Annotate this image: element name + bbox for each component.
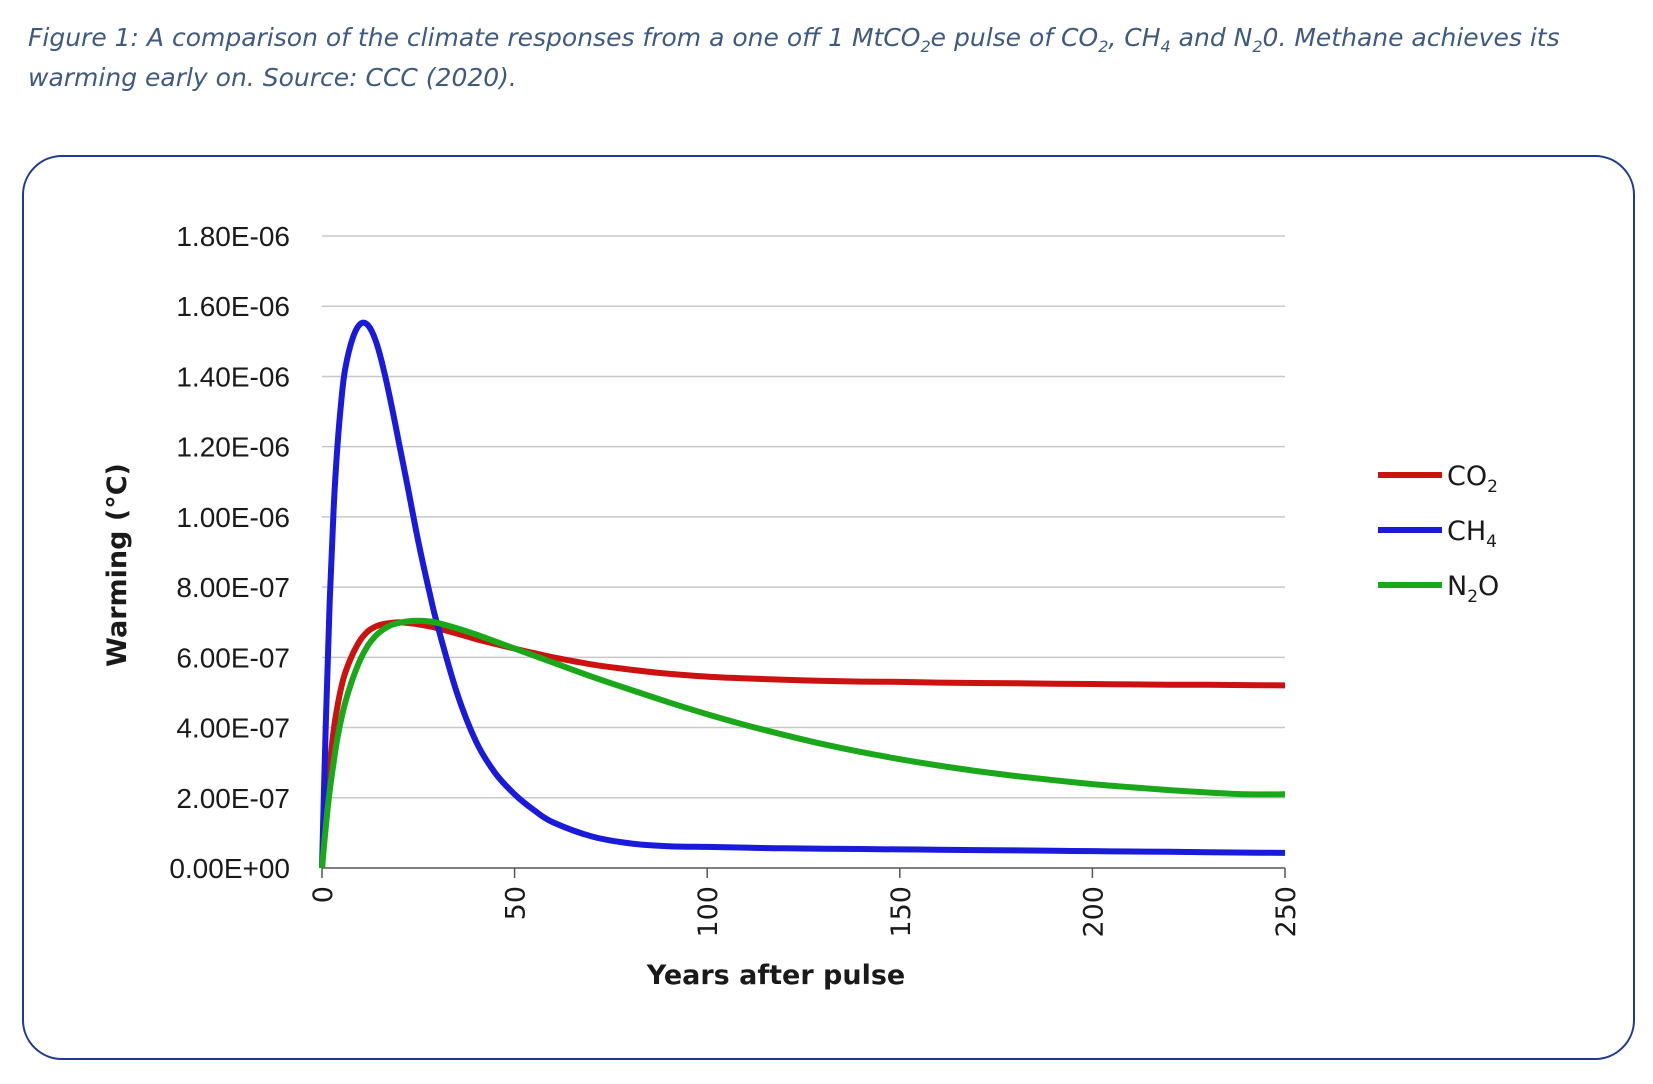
legend-item-ch4: CH4 <box>1378 516 1497 552</box>
figure-caption: Figure 1: A comparison of the climate re… <box>28 18 1628 98</box>
y-tick-label: 2.00E-07 <box>176 783 290 814</box>
legend-item-co2: CO2 <box>1378 461 1498 497</box>
gridlines <box>322 235 1285 799</box>
x-tick-label: 100 <box>693 886 724 938</box>
series-n2o-line <box>319 617 1286 869</box>
y-tick-label: 1.20E-06 <box>176 432 290 463</box>
series-co2-line <box>319 619 1286 869</box>
legend-item-n2o: N2O <box>1378 571 1499 607</box>
y-tick-label: 1.40E-06 <box>176 361 290 392</box>
x-tick-label: 50 <box>501 886 532 920</box>
y-tick-label: 0.00E+00 <box>169 853 290 884</box>
x-axis: 0 50 100 150 200 250 <box>308 867 1302 938</box>
y-axis-tick-labels: 0.00E+00 2.00E-07 4.00E-07 6.00E-07 8.00E-07… <box>169 221 290 884</box>
y-tick-label: 6.00E-07 <box>176 642 290 673</box>
x-tick-label: 200 <box>1078 886 1109 938</box>
x-tick-label: 0 <box>308 886 339 903</box>
caption-line-2: warming early on. Source: CCC (2020). <box>28 63 517 92</box>
caption-line-1: Figure 1: A comparison of the climate re… <box>28 23 1560 56</box>
series-ch4-line <box>319 319 1286 869</box>
y-tick-label: 1.60E-06 <box>176 291 290 322</box>
y-tick-label: 4.00E-07 <box>176 713 290 744</box>
y-tick-label: 8.00E-07 <box>176 572 290 603</box>
legend: CO2 CH4 N2O <box>1378 461 1499 607</box>
legend-label: N2O <box>1447 571 1499 607</box>
y-tick-label: 1.00E-06 <box>176 502 290 533</box>
x-axis-title: Years after pulse <box>646 960 905 991</box>
series-lines <box>319 319 1286 869</box>
x-tick-label: 150 <box>886 886 917 938</box>
x-tick-label: 250 <box>1271 886 1302 938</box>
y-axis-title: Warming (°C) <box>102 463 133 667</box>
legend-label: CO2 <box>1447 461 1498 497</box>
legend-label: CH4 <box>1447 516 1497 552</box>
y-tick-label: 1.80E-06 <box>176 221 290 252</box>
